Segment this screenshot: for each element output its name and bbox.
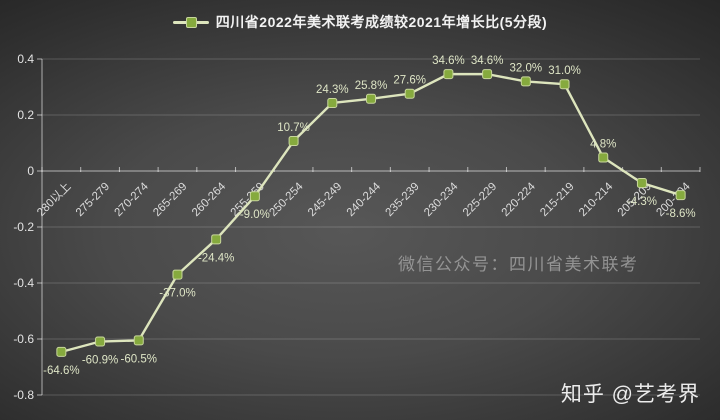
- data-point-marker: [95, 336, 106, 347]
- data-label: -9.0%: [240, 209, 270, 221]
- data-label: 10.7%: [277, 122, 310, 134]
- y-axis-label: -0.2: [13, 220, 34, 234]
- y-axis-label: 0.4: [17, 52, 34, 66]
- data-label: -24.4%: [198, 252, 234, 264]
- data-point-marker: [249, 191, 260, 202]
- x-axis-category-label: 235-239: [383, 181, 421, 219]
- data-label: 25.8%: [355, 80, 388, 92]
- zhihu-watermark: 知乎 @艺考界: [560, 383, 700, 406]
- data-point-marker: [133, 335, 144, 346]
- data-point-marker: [443, 69, 454, 80]
- data-label: -37.0%: [159, 288, 195, 300]
- data-point-marker: [404, 88, 415, 99]
- y-axis-label: 0: [27, 164, 34, 178]
- data-point-marker: [598, 152, 609, 163]
- data-label: 31.0%: [548, 65, 581, 77]
- data-point-marker: [636, 178, 647, 189]
- data-label: 24.3%: [316, 84, 349, 96]
- y-axis-label: 0.2: [17, 108, 34, 122]
- x-axis-category-label: 245-249: [306, 181, 344, 219]
- data-point-marker: [211, 234, 222, 245]
- data-label: -60.9%: [82, 355, 118, 367]
- data-label: 34.6%: [471, 55, 504, 67]
- x-axis-category-label: 275-279: [74, 181, 112, 219]
- x-axis-category-label: 215-219: [538, 181, 576, 219]
- x-axis-category-label: 240-244: [345, 180, 384, 219]
- x-axis-category-label: 210-214: [577, 180, 616, 219]
- y-axis-label: -0.8: [13, 388, 34, 402]
- data-point-marker: [675, 190, 686, 201]
- x-axis-category-label: 280以上: [34, 180, 73, 219]
- data-point-marker: [559, 79, 570, 90]
- data-point-marker: [56, 346, 67, 357]
- data-point-marker: [327, 97, 338, 108]
- x-axis-category-label: 270-274: [113, 180, 152, 219]
- data-label: -64.6%: [43, 365, 79, 377]
- x-axis-category-label: 265-269: [151, 181, 189, 219]
- x-axis-category-label: 260-264: [190, 180, 229, 219]
- data-label: -4.3%: [627, 196, 657, 208]
- data-label: 32.0%: [510, 62, 543, 74]
- data-label: -60.5%: [121, 353, 157, 365]
- data-label: 4.8%: [590, 139, 616, 151]
- data-point-marker: [172, 269, 183, 280]
- data-label: 34.6%: [432, 55, 465, 67]
- y-axis-label: -0.4: [13, 276, 34, 290]
- data-point-marker: [366, 93, 376, 104]
- y-axis-label: -0.6: [13, 332, 34, 346]
- data-label: 27.6%: [393, 75, 426, 87]
- wechat-watermark: 微信公众号：四川省美术联考: [398, 255, 639, 274]
- x-axis-category-label: 220-224: [500, 180, 539, 219]
- x-axis-category-label: 225-229: [461, 181, 499, 219]
- data-point-marker: [520, 76, 531, 87]
- x-axis-category-label: 250-254: [267, 180, 306, 219]
- data-point-marker: [288, 136, 299, 147]
- data-point-marker: [482, 69, 493, 80]
- data-label: -8.6%: [666, 208, 696, 220]
- x-axis-category-label: 230-234: [422, 180, 461, 219]
